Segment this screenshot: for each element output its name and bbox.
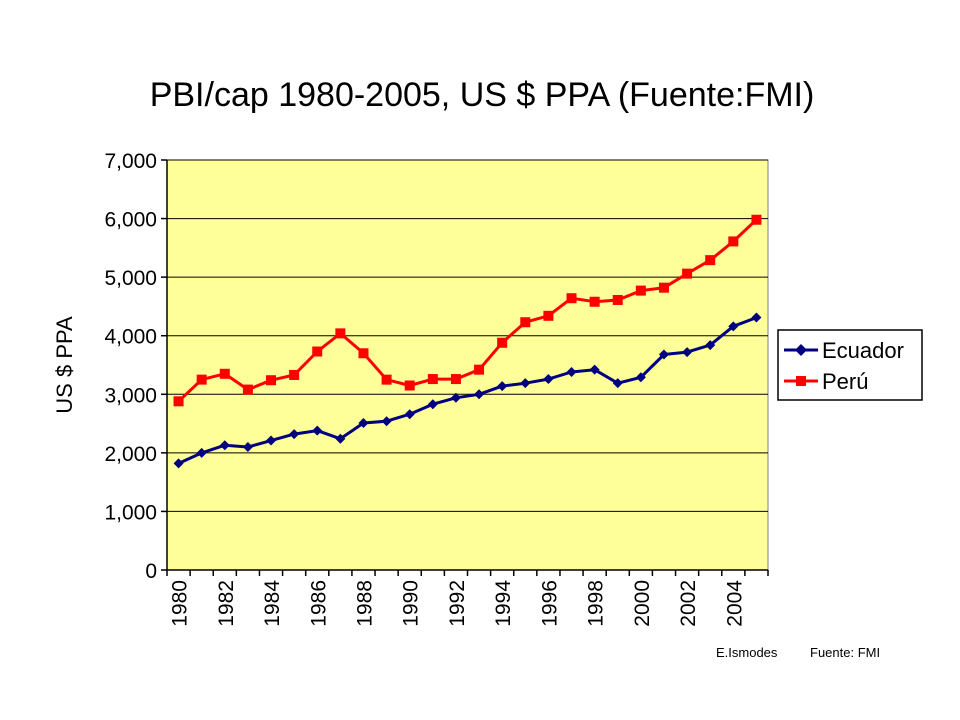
data-point-ecuador [705,340,716,351]
data-point-ecuador [682,347,693,358]
x-tick-label: 1990 [400,580,423,627]
plot-area [166,159,769,571]
x-tick-label: 1996 [538,580,561,627]
data-point-ecuador [728,321,739,332]
data-point-per [751,214,762,225]
data-point-ecuador [358,417,369,428]
data-point-ecuador [381,416,392,427]
x-tick-label: 1984 [261,580,284,627]
data-point-ecuador [635,372,646,383]
data-point-ecuador [266,435,277,446]
data-point-ecuador [497,381,508,392]
data-point-per [474,364,485,375]
data-point-ecuador [196,447,207,458]
gridlines [167,159,768,512]
data-point-per [543,310,554,321]
data-point-ecuador [427,399,438,410]
x-tick-label: 2004 [723,580,746,627]
y-tick-label: 6,000 [104,209,157,232]
data-point-per [520,317,531,328]
data-point-per [566,293,577,304]
data-point-ecuador [612,378,623,389]
data-point-ecuador [242,442,253,452]
series-ecuador [173,312,762,469]
data-point-per [312,346,323,357]
series-per [173,214,762,407]
data-point-ecuador [404,409,415,420]
data-point-per [404,380,415,391]
y-tick-label: 0 [145,560,157,583]
x-tick-label: 2000 [631,580,654,627]
x-tick-label: 1986 [307,580,330,627]
data-point-ecuador [566,367,577,378]
y-tick-label: 7,000 [104,150,157,173]
chart-title: PBI/cap 1980-2005, US $ PPA (Fuente:FMI) [150,76,815,114]
data-point-ecuador [335,433,346,444]
data-point-per [427,374,438,385]
data-point-ecuador [474,389,485,400]
legend-label-peru: Perú [822,369,868,394]
author-credit: E.Ismodes [716,645,778,660]
data-point-per [450,374,461,385]
legend: Ecuador Perú [777,329,923,401]
data-point-per [358,348,369,359]
data-point-per [497,337,508,348]
legend-marker-peru [796,376,806,386]
data-point-per [173,396,184,407]
data-point-ecuador [312,425,323,436]
data-point-per [658,282,669,293]
data-point-ecuador [450,392,461,403]
data-point-per [381,374,392,385]
data-point-per [705,255,716,266]
x-tick-label: 1992 [446,580,469,627]
x-tick-label: 1982 [215,580,238,627]
data-point-per [242,384,253,395]
series-layer [173,214,762,469]
data-point-ecuador [289,429,300,440]
data-point-ecuador [658,349,669,360]
y-tick-label: 2,000 [104,443,157,466]
data-point-per [728,236,739,247]
data-point-ecuador [543,374,554,385]
data-point-per [266,375,277,386]
data-point-per [612,294,623,305]
y-tick-label: 4,000 [104,326,157,349]
y-axis-ticks: 0 1,000 2,000 3,000 4,000 5,000 6,000 7,000 [104,150,167,583]
data-point-per [289,369,300,380]
x-tick-label: 1994 [492,580,515,627]
y-tick-label: 1,000 [104,501,157,524]
data-point-per [635,285,646,296]
data-point-per [219,368,230,379]
data-point-per [335,328,346,339]
source-credit: Fuente: FMI [810,645,880,660]
data-point-ecuador [751,312,762,323]
x-tick-label: 1988 [353,580,376,627]
x-axis-ticks: 1980 1982 1984 1986 1988 1990 1992 1994 1996 1998… [166,570,769,627]
legend-label-ecuador: Ecuador [822,338,904,363]
legend-marker-ecuador [795,344,807,356]
x-tick-label: 1980 [169,580,192,627]
data-point-per [196,374,207,385]
data-point-per [589,296,600,307]
y-tick-label: 3,000 [104,384,157,407]
data-point-ecuador [219,440,230,451]
y-axis-label: US $ PPA [52,316,77,414]
x-tick-label: 2002 [677,580,700,627]
legend-box [777,329,923,401]
data-point-ecuador [173,458,184,469]
y-tick-label: 5,000 [104,267,157,290]
data-point-ecuador [520,378,531,389]
data-point-ecuador [589,364,600,375]
data-point-per [682,268,693,279]
x-tick-label: 1998 [585,580,608,627]
